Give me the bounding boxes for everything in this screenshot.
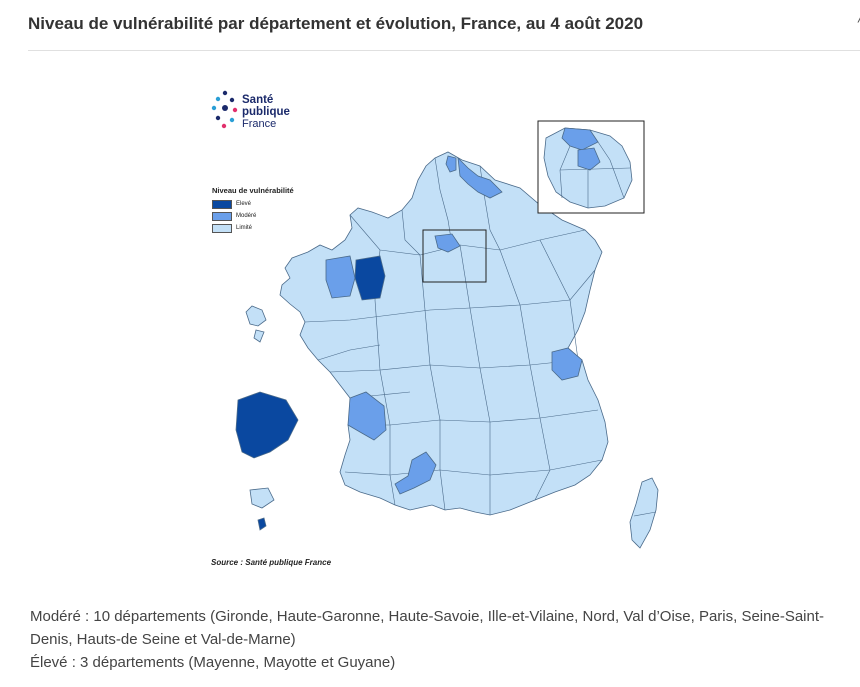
dept-corse [629,477,659,549]
notes: Modéré : 10 départements (Gironde, Haute… [30,605,850,674]
vulnerability-map: Santé publique France Niveau de vulnérab… [190,80,660,580]
dept-ille-et-vilaine [325,255,356,299]
zoom-box-paris [422,229,487,283]
legend-item-modere: Modéré [212,210,332,222]
dept-haute-savoie [551,347,583,381]
legend-swatch-eleve [212,199,232,209]
logo-line-2: publique [242,106,290,118]
dept-guyane [235,391,299,459]
legend-item-limite: Limité [212,222,332,234]
map-source: Source : Santé publique France [211,558,332,567]
dept-martinique [253,329,265,343]
dept-gironde [347,391,387,441]
note-eleve: Élevé : 3 départements (Mayenne, Mayotte… [30,654,396,671]
legend-item-eleve: Elevé [212,198,332,210]
header: Niveau de vulnérabilité par département … [28,0,860,51]
corse-border [633,511,657,517]
dept-guadeloupe [245,305,267,327]
logo-line-1: Santé [242,94,274,106]
dept-mayenne [354,255,386,301]
dept-reunion [249,487,275,509]
dept-nord-2 [445,155,457,173]
legend-label-modere: Modéré [236,213,257,219]
legend-swatch-modere [212,211,232,221]
legend-label-eleve: Elevé [236,201,252,207]
legend-title: Niveau de vulnérabilité [212,186,294,195]
legend-swatch-limite [212,223,232,233]
legend-label-limite: Limité [236,225,253,231]
collapse-caret-icon[interactable]: ^ [857,14,860,30]
page-title: Niveau de vulnérabilité par département … [28,14,644,33]
map-legend: Niveau de vulnérabilité Elevé Modéré Lim… [212,186,332,234]
dept-mayotte [257,517,267,531]
logo-dots-icon [211,90,238,129]
idf-inset-petite-couronne [577,147,601,171]
department-borders [304,157,603,515]
logo-line-3: France [242,118,277,130]
dept-haute-garonne [394,451,437,495]
sante-publique-logo: Santé publique France [210,88,310,143]
note-modere: Modéré : 10 départements (Gironde, Haute… [30,608,825,648]
idf-inset-borders [559,141,631,208]
dept-nord [457,156,503,199]
france-map-svg [235,120,659,549]
logo-text: Santé publique France [242,94,290,130]
dept-idf-inset [434,233,461,253]
